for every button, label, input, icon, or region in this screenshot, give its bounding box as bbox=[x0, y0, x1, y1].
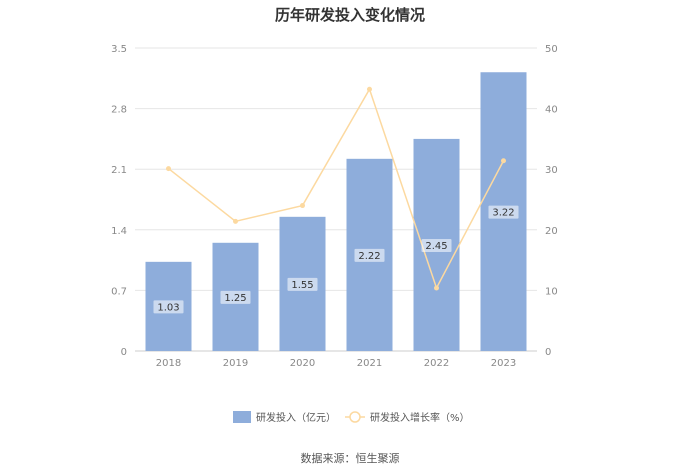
x-tick-label: 2018 bbox=[156, 358, 181, 369]
bar-data-label: 2.22 bbox=[358, 251, 380, 262]
source-note: 数据来源：恒生聚源 bbox=[300, 452, 400, 465]
bar-data-label: 3.22 bbox=[492, 208, 514, 219]
legend-line-marker bbox=[349, 411, 361, 423]
growth-point bbox=[501, 158, 506, 164]
bar-data-label: 1.55 bbox=[291, 280, 313, 291]
bar-label-bg bbox=[220, 290, 251, 304]
growth-point bbox=[233, 218, 238, 224]
legend-line-label: 研发投入增长率（%） bbox=[370, 411, 470, 424]
x-tick-label: 2021 bbox=[357, 358, 382, 369]
y-left-tick-label: 2.1 bbox=[111, 165, 127, 176]
x-tick-label: 2020 bbox=[290, 358, 315, 369]
y-right-tick-label: 20 bbox=[545, 226, 558, 237]
y-left-tick-label: 2.8 bbox=[111, 105, 127, 116]
growth-point bbox=[166, 166, 171, 172]
bar-label-bg bbox=[287, 277, 318, 291]
growth-point bbox=[367, 86, 372, 92]
y-left-tick-label: 0.7 bbox=[111, 286, 127, 297]
bar-label-bg bbox=[354, 248, 385, 262]
bar-label-bg bbox=[153, 300, 184, 314]
bar-data-label: 1.03 bbox=[157, 302, 179, 313]
y-right-tick-label: 10 bbox=[545, 286, 558, 297]
growth-line bbox=[168, 87, 505, 290]
chart-title: 历年研发投入变化情况 bbox=[274, 6, 425, 24]
growth-point bbox=[300, 203, 305, 209]
bar-label-bg bbox=[421, 238, 452, 252]
y-left-tick-label: 3.5 bbox=[111, 44, 127, 55]
legend-bar-swatch bbox=[233, 411, 251, 423]
bar-label-bg bbox=[488, 205, 519, 219]
y-left-tick-label: 0 bbox=[121, 347, 127, 358]
y-right-tick-label: 30 bbox=[545, 165, 558, 176]
y-left-tick-label: 1.4 bbox=[111, 226, 127, 237]
legend-bar-label: 研发投入（亿元） bbox=[256, 411, 336, 424]
bar-data-label: 1.25 bbox=[224, 293, 246, 304]
y-right-tick-label: 50 bbox=[545, 44, 558, 55]
growth-point bbox=[434, 285, 439, 291]
bar-data-label: 2.45 bbox=[425, 241, 447, 252]
y-right-tick-label: 40 bbox=[545, 105, 558, 116]
x-tick-label: 2022 bbox=[424, 358, 449, 369]
x-tick-label: 2023 bbox=[491, 358, 516, 369]
y-right-tick-label: 0 bbox=[545, 347, 551, 358]
x-tick-label: 2019 bbox=[223, 358, 248, 369]
